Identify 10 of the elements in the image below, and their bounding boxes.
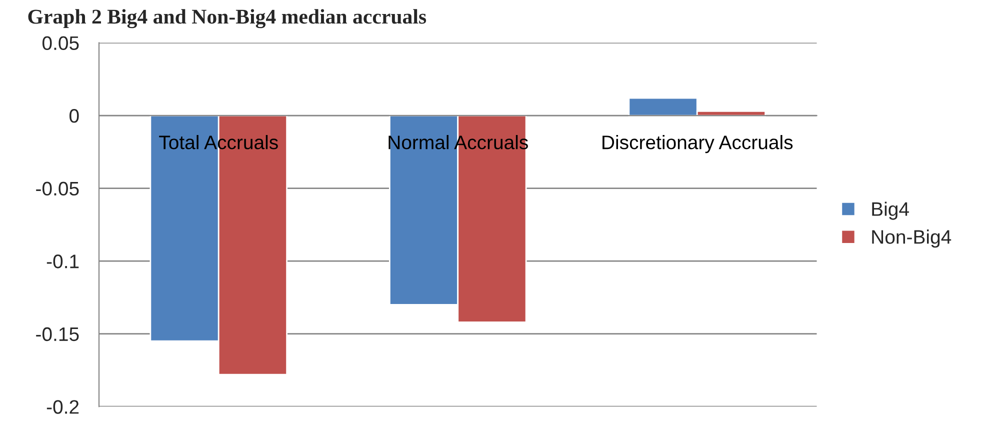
y-tick-label: 0.05 bbox=[42, 36, 79, 50]
y-tick-label: 0 bbox=[70, 109, 79, 123]
legend-label: Big4 bbox=[872, 202, 909, 220]
y-tick-label: -0.15 bbox=[36, 327, 79, 342]
legend-label: Non-Big4 bbox=[872, 230, 952, 248]
chart-title: Graph 2 Big4 and Non-Big4 median accruals bbox=[28, 9, 426, 28]
y-tick-label: -0.1 bbox=[46, 254, 79, 268]
x-tick-label: Discretionary Accruals bbox=[602, 135, 793, 154]
y-tick-label: -0.05 bbox=[36, 182, 79, 196]
y-tick-label: -0.2 bbox=[46, 400, 79, 414]
